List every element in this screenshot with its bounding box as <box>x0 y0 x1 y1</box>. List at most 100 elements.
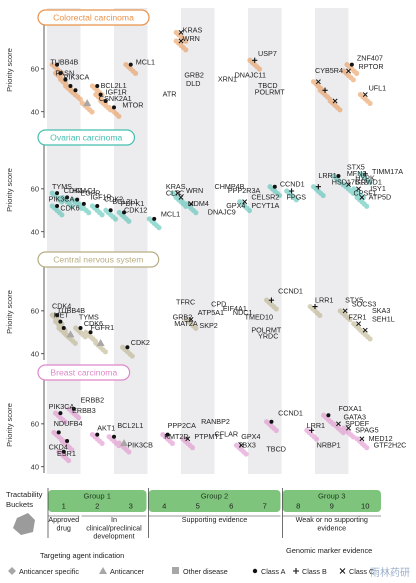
data-point-9 <box>112 105 116 110</box>
cloud-dot <box>367 336 373 342</box>
cloud-dot <box>193 325 199 331</box>
cloud-dot <box>126 218 132 224</box>
evidence-label: drug <box>57 523 71 532</box>
gene-label: KMT2D <box>164 432 188 441</box>
gene-label: PIK3CA <box>64 73 90 82</box>
cloud-dot <box>354 70 360 76</box>
legend-targeting-label: Other disease <box>183 567 228 576</box>
gene-label: CLTC <box>166 188 184 197</box>
gene-label: CDK4 <box>64 186 83 195</box>
gene-label: PIK3CA <box>49 195 75 204</box>
gene-label: CHMP4B <box>215 182 245 191</box>
data-point-12 <box>309 427 315 433</box>
cloud-dot <box>69 447 75 453</box>
y-tick-label: 40 <box>31 227 39 236</box>
cloud-dot <box>350 77 356 83</box>
gene-label: HDAC1 <box>72 186 96 195</box>
y-tick-label: 40 <box>31 349 39 358</box>
gene-label: CKD4 <box>49 443 68 452</box>
gene-label: XRN1 <box>218 75 237 84</box>
cloud-dot <box>317 312 323 318</box>
gene-label: ATR <box>163 90 177 99</box>
cloud-dot <box>273 306 279 312</box>
data-point-8 <box>188 316 194 322</box>
gene-label: CCND1 <box>278 287 303 296</box>
gene-label: ERBB3 <box>72 406 96 415</box>
gene-label: WRN <box>186 186 203 195</box>
data-point-0 <box>55 313 60 318</box>
data-point-5 <box>95 432 100 437</box>
cloud-dot <box>76 415 82 421</box>
panel-title: Breast carcinoma <box>50 368 117 378</box>
data-point-5 <box>95 204 100 208</box>
data-point-10 <box>238 442 244 448</box>
gene-label: STX5 <box>345 295 363 304</box>
gene-label: RPTOR <box>359 62 384 71</box>
bucket-number: 5 <box>196 502 200 511</box>
gene-label: MCL1 <box>136 58 155 67</box>
panel-title-badge <box>37 9 150 26</box>
cloud-dot <box>112 216 119 222</box>
cloud-dot <box>99 212 105 218</box>
evidence-label: clinical/preclinical <box>86 523 142 532</box>
gene-label: TBX3 <box>238 440 256 449</box>
gene-label: TUBB4B <box>57 306 85 315</box>
data-point-0 <box>55 62 60 67</box>
panel-title: Colorectal carcinoma <box>53 13 134 23</box>
data-point-1 <box>65 195 70 200</box>
data-point-12 <box>242 199 248 205</box>
y-axis-label: Priority score <box>5 48 14 92</box>
gene-label: CPSF1 <box>354 188 377 197</box>
gene-label: GATA3 <box>343 413 366 422</box>
data-point-18 <box>356 186 362 192</box>
data-point-4 <box>78 326 83 330</box>
gene-label: DNAJC11 <box>235 70 266 79</box>
panel-4: 40 60 Priority score Breast carcinoma ERBB2 P… <box>5 364 406 473</box>
data-point-7 <box>122 210 127 215</box>
evidence-label: Approved <box>48 515 79 524</box>
data-point-8 <box>165 432 170 437</box>
gene-label: SPDEF <box>345 419 370 428</box>
cloud-dot <box>273 427 279 434</box>
bucket-number: 7 <box>263 502 267 511</box>
gene-label: POLRMT <box>255 88 286 97</box>
legend-targeting-label: Anticancer specific <box>19 567 79 576</box>
data-point-5 <box>83 99 92 107</box>
data-point-3 <box>65 439 70 443</box>
data-point-10 <box>128 62 133 67</box>
data-point-12 <box>178 38 184 44</box>
data-point-6 <box>108 208 113 213</box>
data-point-7 <box>98 92 103 97</box>
gene-label: MCL1 <box>161 210 180 219</box>
gene-label: CSNK2A1 <box>99 94 132 103</box>
cloud-dot <box>243 451 249 457</box>
bucket-number: 4 <box>162 502 166 511</box>
cloud-dot <box>183 47 189 53</box>
data-point-10 <box>312 303 318 310</box>
data-point-14 <box>288 188 295 194</box>
gene-label: PIK3CA <box>49 402 75 411</box>
bucket-group-box <box>148 490 281 512</box>
y-axis-label: Priority score <box>5 168 14 212</box>
cloud-dot <box>59 212 65 218</box>
bucket-group-1: Group 1 1 2 3 <box>47 488 147 538</box>
point-cloud <box>49 29 373 119</box>
data-point-8 <box>152 216 157 221</box>
legend-square-icon <box>172 567 179 574</box>
legend-x-icon <box>339 568 346 574</box>
gene-label: ERBB2 <box>81 395 105 404</box>
legend-dot-icon <box>252 568 258 574</box>
watermark: 雨林药研 <box>370 568 410 579</box>
gene-label: CDK12 <box>124 205 147 214</box>
gene-label: BCL2L1 <box>117 421 143 430</box>
panel-2: 40 60 Priority score Ovarian carcinoma TIMM1… <box>5 129 403 238</box>
bucket-group-label: Group 2 <box>201 492 228 501</box>
gene-label: CPD <box>211 300 226 309</box>
data-point-2 <box>61 326 66 330</box>
data-point-20 <box>359 194 365 200</box>
legend-marker-label: Class A <box>261 567 286 576</box>
y-tick-label: 60 <box>31 64 39 73</box>
cloud-dot <box>99 440 105 446</box>
data-point-3 <box>81 201 86 206</box>
gene-label: FGFR1 <box>91 323 115 332</box>
